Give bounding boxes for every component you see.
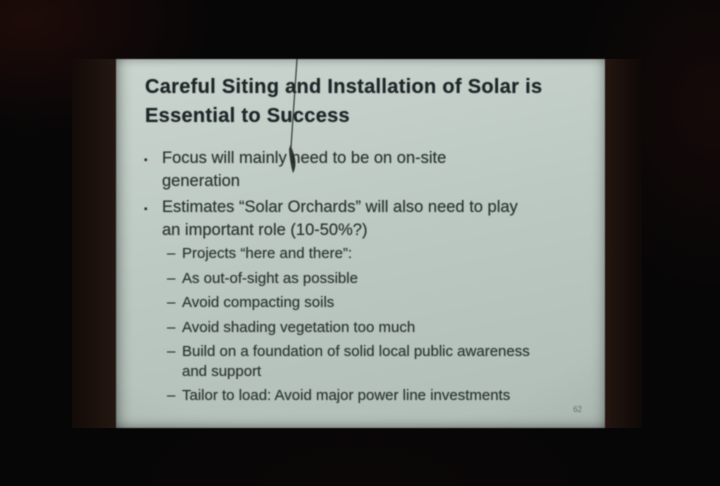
- dash-icon: –: [167, 318, 176, 336]
- screen-border-right: [605, 59, 642, 428]
- dash-icon: –: [167, 387, 176, 404]
- sub-bullet-text-line: Avoid shading vegetation too much: [182, 318, 416, 336]
- sub-bullet-text-line: Tailor to load: Avoid major power line i…: [182, 387, 511, 404]
- bullet-text-line: Estimates “Solar Orchards” will also nee…: [162, 198, 518, 216]
- dash-icon: –: [167, 245, 176, 262]
- bullet-text-line: an important role (10-50%?): [162, 221, 368, 239]
- sub-bullet-item: – Build on a foundation of solid local p…: [116, 342, 605, 381]
- bullet-dot-icon: ▪: [144, 204, 148, 215]
- sub-bullet-text-line: Build on a foundation of solid local pub…: [182, 343, 530, 360]
- sub-bullet-item: – Avoid shading vegetation too much: [116, 318, 605, 338]
- bullet-dot-icon: ▪: [144, 155, 148, 166]
- screen-border-left: [72, 59, 116, 428]
- sub-bullet-item: – As out-of-sight as possible: [116, 269, 605, 289]
- sub-bullet-text-line: and support: [182, 362, 262, 380]
- dash-icon: –: [167, 269, 176, 287]
- slide-title: Careful Siting and Installation of Solar…: [145, 76, 543, 127]
- bullet-item: ▪ Focus will mainly need to be on on-sit…: [116, 147, 605, 193]
- sub-bullet-text-line: Projects “here and there”:: [182, 245, 353, 262]
- sub-bullet-text-line: As out-of-sight as possible: [182, 269, 358, 287]
- sub-bullet-text-line: Avoid compacting soils: [182, 294, 335, 311]
- bullet-text-line: Focus will mainly need to be on on-site: [162, 149, 447, 167]
- sub-bullet-list: – Projects “here and there”: – As out-of…: [116, 244, 605, 411]
- sub-bullet-item: – Projects “here and there”:: [116, 244, 605, 264]
- dash-icon: –: [167, 343, 176, 360]
- page-number: 62: [573, 405, 582, 414]
- dash-icon: –: [167, 294, 176, 311]
- sub-bullet-item: – Tailor to load: Avoid major power line…: [116, 386, 605, 406]
- projected-slide: Careful Siting and Installation of Solar…: [116, 59, 605, 428]
- bullet-list: ▪ Focus will mainly need to be on on-sit…: [116, 147, 605, 245]
- sub-bullet-item: – Avoid compacting soils: [116, 293, 605, 313]
- bullet-item: ▪ Estimates “Solar Orchards” will also n…: [116, 196, 605, 242]
- bullet-text-line: generation: [162, 172, 240, 190]
